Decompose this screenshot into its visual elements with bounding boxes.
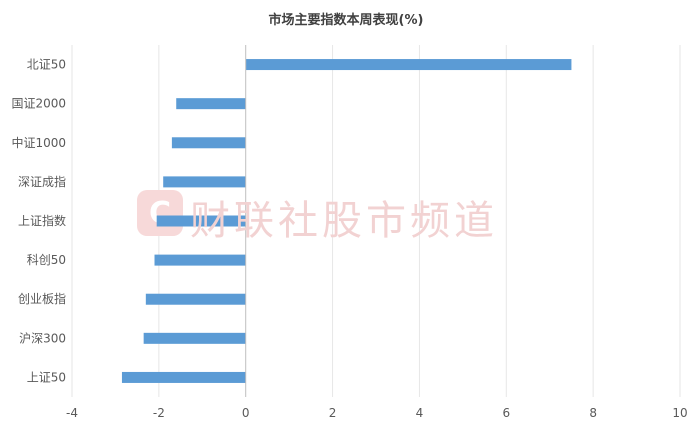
bar: [121, 371, 246, 383]
category-label: 科创50: [27, 253, 66, 267]
x-tick-label: 6: [502, 406, 510, 420]
watermark-logo-icon: C: [137, 190, 183, 236]
x-tick-label: 8: [589, 406, 597, 420]
bar: [163, 176, 246, 188]
category-label: 创业板指: [18, 291, 66, 306]
chart-title: 市场主要指数本周表现(%): [268, 13, 424, 28]
x-tick-labels: -4 -2 0 2 4 6 8 10: [66, 406, 688, 420]
x-tick-label: 10: [672, 406, 687, 420]
category-label: 深证成指: [18, 174, 66, 189]
category-label: 北证50: [27, 58, 66, 72]
bar: [156, 215, 246, 227]
x-tick-label: 0: [242, 406, 250, 420]
category-label: 沪深300: [19, 331, 66, 345]
category-label: 上证50: [27, 370, 66, 384]
x-tick-label: -2: [153, 406, 165, 420]
category-label: 中证1000: [11, 135, 66, 150]
x-tick-label: 2: [329, 406, 337, 420]
bar: [143, 332, 246, 344]
bar: [176, 98, 246, 110]
bar: [171, 137, 246, 149]
bars: [121, 59, 572, 383]
category-label: 国证2000: [11, 97, 66, 111]
x-tick-label: 4: [416, 406, 424, 420]
bar: [145, 293, 246, 305]
x-tick-label: -4: [66, 406, 78, 420]
category-label: 上证指数: [18, 213, 66, 228]
bar: [245, 59, 572, 71]
bar: [154, 254, 246, 266]
